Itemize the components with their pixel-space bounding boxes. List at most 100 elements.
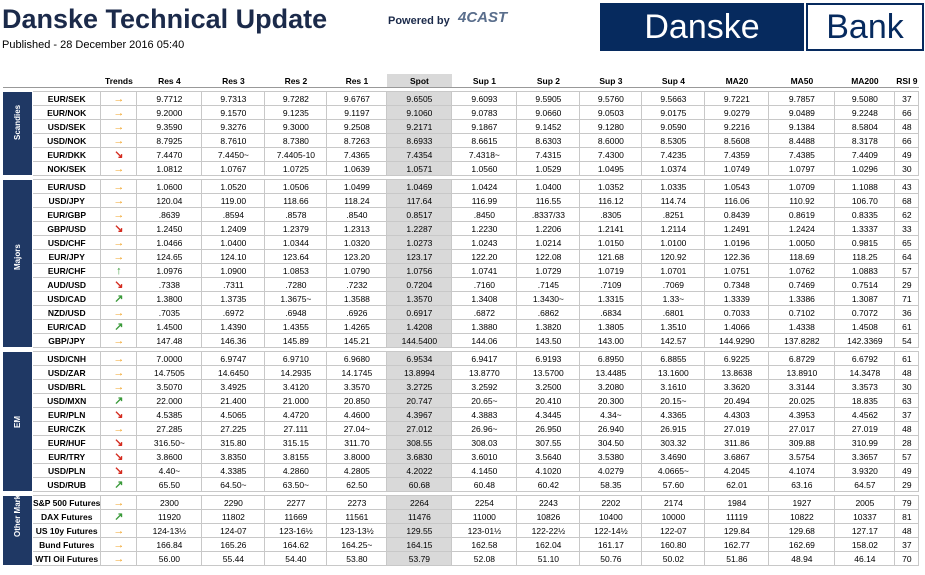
trend: →	[100, 179, 138, 194]
level: 20.15~	[641, 393, 706, 408]
level: 164.25~	[326, 537, 388, 552]
level: 13.1600	[641, 365, 706, 380]
level: 9.5663	[641, 91, 706, 106]
level: 8.5305	[641, 133, 706, 148]
level: 316.50~	[136, 435, 203, 450]
level: 122-22½	[516, 523, 581, 538]
row: EUR/DKK ↘ 7.4470 7.4450~ 7.4405-10 7.4365 7.43…	[3, 147, 920, 162]
level: 48.94	[768, 551, 836, 566]
level: 10337	[834, 509, 896, 524]
level: 7.4315	[516, 147, 581, 162]
level: 3.5754	[768, 449, 836, 464]
pair: USD/SEK	[31, 119, 102, 134]
level: 48	[894, 421, 920, 436]
level: 145.21	[326, 333, 388, 348]
row: Other Markets S&P 500 Futures → 2300 2290 227…	[2, 495, 920, 566]
level: 48	[894, 119, 920, 134]
level: 1.4338	[768, 319, 836, 334]
level: 6.6792	[834, 351, 896, 366]
level: 4.0279	[579, 463, 643, 478]
trend: →	[100, 249, 138, 264]
level: 121.68	[579, 249, 643, 264]
column-header: Res 2	[264, 74, 327, 88]
level: 1.0749	[704, 161, 770, 176]
level: 1.0150	[579, 235, 643, 250]
level: .7338	[136, 277, 203, 292]
trend: ↑	[100, 263, 138, 278]
row: NZD/USD → .7035.6972.6948.6926 0.6917.6872.…	[3, 305, 920, 320]
pair: NOK/SEK	[31, 161, 102, 176]
column-header: MA20	[704, 74, 769, 88]
level: 29	[894, 277, 920, 292]
level: 11476	[386, 509, 453, 524]
pair: EUR/NOK	[31, 105, 102, 120]
level: 6.9534	[386, 351, 453, 366]
level: 1.0571	[386, 161, 453, 176]
title: Danske Technical Update	[2, 4, 328, 34]
level: 43	[894, 179, 920, 194]
level: 164.15	[386, 537, 453, 552]
level: 4.3883	[451, 407, 518, 422]
level: 14.3478	[834, 365, 896, 380]
level: 3.5640	[516, 449, 581, 464]
logo-left: Danske	[600, 3, 804, 51]
level: 14.7505	[136, 365, 203, 380]
level: 52.08	[451, 551, 518, 566]
level: 63	[894, 393, 920, 408]
level: 1.3339	[704, 291, 770, 306]
pair: EUR/USD	[31, 179, 102, 194]
level: 53.80	[326, 551, 388, 566]
level: 123.64	[264, 249, 328, 264]
level: 60.68	[386, 477, 453, 492]
level: .6872	[451, 305, 518, 320]
column-header: RSI 9	[894, 74, 919, 88]
level: 311.86	[704, 435, 770, 450]
level: 9.7712	[136, 91, 203, 106]
level: 8.7610	[201, 133, 266, 148]
level: 81	[894, 509, 920, 524]
level: 8.7380	[264, 133, 328, 148]
level: 11920	[136, 509, 203, 524]
level: 9.0503	[579, 105, 643, 120]
level: 146.36	[201, 333, 266, 348]
pair: Bund Futures	[31, 537, 102, 552]
level: 118.69	[768, 249, 836, 264]
level: 1.0335	[641, 179, 706, 194]
level: 0.7348	[704, 277, 770, 292]
level: 13.5700	[516, 365, 581, 380]
level: 28	[894, 435, 920, 450]
level: 1.0790	[326, 263, 388, 278]
level: 9.1570	[201, 105, 266, 120]
level: 120.04	[136, 193, 203, 208]
level: 106.70	[834, 193, 896, 208]
trend: ↘	[100, 407, 138, 422]
trend: ↘	[100, 463, 138, 478]
level: 1.3408	[451, 291, 518, 306]
level: 30	[894, 161, 920, 176]
level: 56.00	[136, 551, 203, 566]
level: 11000	[451, 509, 518, 524]
level: 10826	[516, 509, 581, 524]
level: 9.5905	[516, 91, 581, 106]
level: 4.5065	[201, 407, 266, 422]
level: 9.0783	[451, 105, 518, 120]
trend: →	[100, 105, 138, 120]
level: 122-14½	[579, 523, 643, 538]
level: 1.3386	[768, 291, 836, 306]
level: 9.6093	[451, 91, 518, 106]
level: 3.3620	[704, 379, 770, 394]
level: 9.2216	[704, 119, 770, 134]
level: 10000	[641, 509, 706, 524]
level: 37	[894, 91, 920, 106]
row: USD/MXN ↗ 22.000 21.400 21.000 20.850 20.747 20…	[3, 393, 920, 408]
pair: USD/NOK	[31, 133, 102, 148]
level: 1.2114	[641, 221, 706, 236]
level: 144.06	[451, 333, 518, 348]
level: .6926	[326, 305, 388, 320]
trend: →	[100, 537, 138, 552]
level: 124-07	[201, 523, 266, 538]
level: 37	[894, 407, 920, 422]
row: Bund Futures → 166.84 165.26 164.62 164.25~ 16…	[3, 537, 920, 552]
level: 1.0853	[264, 263, 328, 278]
level: 51.10	[516, 551, 581, 566]
